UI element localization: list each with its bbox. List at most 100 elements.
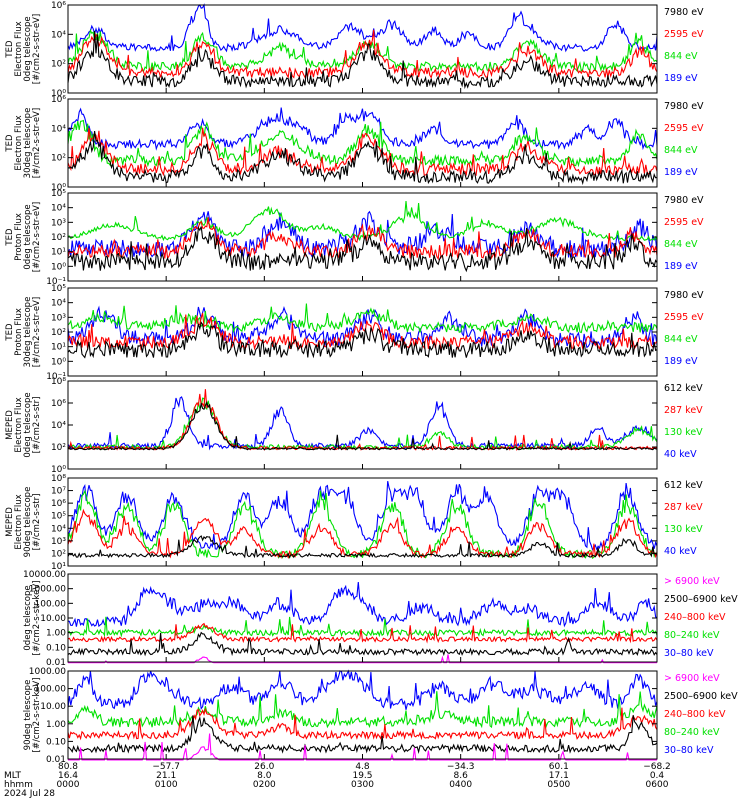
legend-entry: 40 keV: [664, 449, 697, 460]
x-tick-label: 0500: [547, 780, 570, 790]
panel-frame: [67, 4, 658, 94]
y-axis-label: 0deg telescope: [23, 204, 33, 269]
y-tick-label: 10⁰: [51, 183, 66, 193]
x-tick-label: 0100: [155, 780, 178, 790]
legend-entry: 2500–6900 keV: [664, 594, 738, 605]
x-tick-label: 80.8: [58, 762, 78, 772]
legend-entry: 189 eV: [664, 261, 698, 272]
y-tick-label: 10³: [51, 537, 66, 547]
series-line-2: [67, 28, 658, 73]
y-tick-label: 10⁴: [51, 421, 66, 431]
x-tick-label: 19.5: [352, 771, 372, 781]
legend-entry: 287 keV: [664, 502, 703, 513]
legend-entry: 40 keV: [664, 546, 697, 557]
y-tick-label: 10⁸: [51, 474, 66, 484]
flux-panel-6: 10¹ 10² 10³ 10⁴ 10⁵ 10⁶ 10⁷ 10⁸ MEPED Electron Fl…: [5, 474, 703, 572]
y-axis-label: Proton Flux: [14, 213, 24, 261]
flux-panel-5: 10⁰ 10² 10⁴ 10⁶ 10⁸ MEPED Electron Flux 0deg te…: [5, 377, 703, 475]
flux-panel-3: 10⁻¹ 10⁰ 10¹ 10² 10³ 10⁴ 10⁵ TED Proton Flux 0deg…: [5, 189, 704, 287]
y-tick-label: 10.00: [40, 614, 66, 624]
panel-frame: [67, 380, 658, 470]
series-line-4: [67, 30, 658, 90]
legend-entry: 240–800 keV: [664, 709, 726, 720]
y-axis-label: 30deg telescope: [23, 108, 33, 179]
legend-entry: 80–240 keV: [664, 630, 720, 641]
y-tick-label: 10¹: [51, 562, 66, 572]
legend-entry: 844 eV: [664, 239, 698, 250]
series-line-3: [67, 622, 658, 644]
legend-entry: 7980 eV: [664, 290, 704, 301]
x-tick-label: 0.4: [650, 771, 665, 781]
legend-entry: 30–80 keV: [664, 648, 714, 659]
y-tick-label: 10⁰: [51, 357, 66, 367]
x-tick-label: 8.6: [454, 771, 469, 781]
series-line-2: [67, 201, 658, 242]
legend-entry: 189 eV: [664, 356, 698, 367]
y-axis-label: 0deg telescope: [23, 585, 33, 650]
y-axis-label: 90deg telescope: [23, 487, 33, 558]
series-line-4: [67, 715, 658, 754]
y-tick-label: 10⁶: [51, 399, 66, 409]
series-line-1: [67, 107, 658, 151]
series-line-1: [67, 396, 658, 451]
x-tick-label: 17.1: [549, 771, 569, 781]
x-tick-label: 26.0: [254, 762, 274, 772]
series-line-2: [67, 489, 658, 560]
y-tick-label: 10²: [51, 233, 66, 243]
y-tick-label: 10⁸: [51, 377, 66, 387]
x-tick-label: 60.1: [549, 762, 569, 772]
series-line-1: [67, 582, 658, 628]
x-tick-label: −34.3: [447, 762, 475, 772]
legend-entry: 2595 eV: [664, 312, 704, 323]
y-tick-label: 10¹: [51, 343, 66, 353]
y-tick-label: 10⁶: [51, 499, 66, 509]
y-tick-label: 100.00: [35, 599, 67, 609]
y-tick-label: 10⁶: [51, 95, 66, 105]
legend-entry: 80–240 keV: [664, 727, 720, 738]
y-tick-label: 10⁵: [51, 189, 66, 199]
y-axis-label: TED: [5, 228, 15, 247]
series-line-4: [67, 401, 658, 451]
flux-panel-1: 10⁰ 10² 10⁴ 10⁶ TED Electron Flux 0deg telesco…: [5, 1, 704, 99]
y-axis-label: [#/cm2-s-str-eV]: [32, 108, 42, 178]
legend-entry: 2595 eV: [664, 123, 704, 134]
y-tick-label: 10²: [51, 328, 66, 338]
y-axis-label: MEPED: [5, 507, 15, 537]
y-tick-label: 10⁴: [51, 299, 66, 309]
flux-panel-2: 10⁰ 10² 10⁴ 10⁶ TED Electron Flux 30deg telesc…: [5, 95, 704, 193]
y-tick-label: 1000.00: [29, 667, 66, 677]
y-tick-label: 10²: [51, 154, 66, 164]
x-tick-label: 0400: [449, 780, 472, 790]
x-tick-label: 0300: [351, 780, 374, 790]
y-axis-label: Electron Flux: [14, 21, 24, 76]
y-axis-label: 30deg telescope: [23, 297, 33, 368]
y-tick-label: 10³: [51, 313, 66, 323]
y-axis-label: Electron Flux: [14, 397, 24, 452]
legend-entry: > 6900 keV: [664, 576, 720, 587]
date-label: 2024 Jul 28: [4, 789, 55, 799]
y-tick-label: 10²: [51, 549, 66, 559]
y-tick-label: 10⁴: [51, 124, 66, 134]
flux-panel-7: 0.01 0.10 1.00 10.00 100.00 1000.00 10000.00 0d…: [23, 570, 738, 668]
y-tick-label: 1.00: [46, 629, 66, 639]
series-line-2: [67, 616, 658, 638]
y-axis-label: 90deg telescope: [23, 680, 33, 751]
series-line-4: [67, 535, 658, 559]
series-line-2: [67, 303, 658, 334]
series-line-1: [67, 480, 658, 551]
flux-panel-4: 10⁻¹ 10⁰ 10¹ 10² 10³ 10⁴ 10⁵ TED Proton Flux 30de…: [5, 284, 704, 382]
y-tick-label: 1000.00: [29, 585, 66, 595]
x-tick-label: 0200: [253, 780, 276, 790]
series-line-4: [67, 321, 658, 359]
y-axis-label: Electron Flux: [14, 494, 24, 549]
series-line-1: [67, 210, 658, 259]
y-tick-label: 10¹: [51, 248, 66, 258]
y-tick-label: 10³: [51, 218, 66, 228]
legend-entry: 189 eV: [664, 167, 698, 178]
y-tick-label: 10⁻¹: [46, 372, 66, 382]
x-tick-label: 4.8: [355, 762, 370, 772]
series-line-3: [67, 389, 658, 451]
series-line-1: [67, 3, 658, 53]
y-axis-label: [#/cm2-s-str-eV]: [32, 202, 42, 272]
